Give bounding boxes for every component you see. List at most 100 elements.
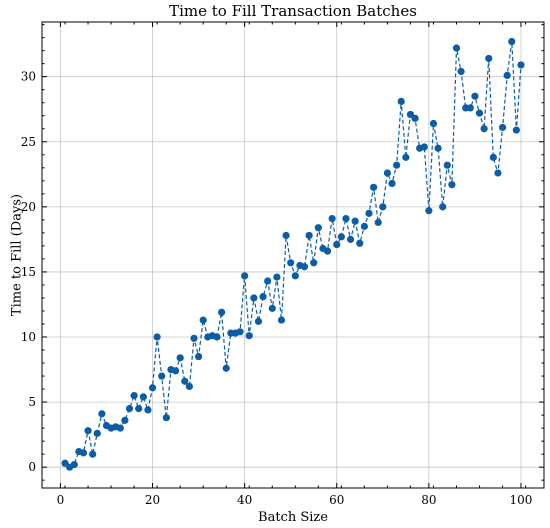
data-point	[259, 293, 267, 301]
data-point	[222, 364, 230, 372]
data-point	[323, 247, 332, 255]
data-point	[268, 304, 276, 312]
data-point	[153, 333, 161, 341]
data-point	[402, 153, 410, 161]
data-point	[411, 114, 419, 122]
x-tick-label: 60	[329, 493, 344, 507]
data-point	[287, 259, 295, 267]
data-point	[218, 308, 226, 316]
y-axis-label: Time to Fill (Days)	[10, 194, 25, 316]
data-point	[291, 272, 299, 280]
data-point	[434, 144, 442, 152]
series-line	[64, 41, 522, 468]
data-point	[351, 217, 359, 225]
plot-frame	[41, 21, 545, 489]
data-point	[388, 179, 396, 188]
data-point	[89, 450, 97, 458]
data-point	[236, 328, 244, 336]
data-point	[508, 37, 516, 46]
data-point	[300, 263, 309, 271]
data-point	[498, 123, 507, 132]
data-point	[273, 273, 281, 281]
data-point	[305, 231, 313, 240]
x-tick-label: 80	[421, 493, 436, 507]
data-point	[93, 429, 101, 437]
data-point	[425, 207, 433, 215]
data-point	[457, 67, 465, 76]
data-point	[485, 54, 493, 63]
data-point	[199, 316, 207, 324]
data-point	[466, 104, 474, 112]
data-point	[452, 44, 461, 52]
data-point	[383, 169, 392, 177]
data-point	[397, 97, 405, 106]
data-point	[162, 414, 170, 422]
x-tick-label: 20	[145, 493, 160, 507]
data-point	[517, 61, 525, 69]
data-point	[264, 277, 272, 285]
data-point	[139, 393, 147, 401]
data-point	[346, 235, 355, 243]
ticks: 0 20 40 60 80 100 0 5 10 15 20 25 30	[21, 22, 544, 507]
data-point	[314, 224, 322, 232]
data-point	[471, 92, 479, 100]
data-point	[148, 384, 157, 392]
data-point	[254, 317, 263, 325]
data-point	[84, 427, 92, 435]
data-point	[116, 424, 124, 432]
data-point	[494, 169, 502, 177]
data-point	[194, 352, 203, 361]
data-point	[185, 382, 193, 391]
data-point	[125, 404, 134, 413]
data-point	[448, 181, 456, 189]
data-point	[393, 161, 401, 169]
x-tick-label: 0	[57, 493, 65, 507]
data-point	[181, 377, 189, 385]
data-point	[475, 109, 484, 117]
data-point	[356, 239, 364, 247]
data-point	[70, 460, 78, 469]
data-point	[135, 404, 143, 413]
data-point	[245, 332, 253, 340]
data-point	[360, 222, 368, 230]
data-point	[158, 372, 166, 380]
y-tick-label: 5	[28, 395, 36, 409]
grid	[42, 22, 544, 488]
data-point	[429, 119, 438, 128]
data-point	[337, 233, 345, 241]
data-point	[420, 143, 428, 151]
data-point	[277, 316, 286, 324]
data-point	[369, 183, 378, 191]
data-point	[503, 71, 511, 79]
data-point	[439, 203, 447, 211]
data-point	[190, 334, 198, 342]
chart-title: Time to Fill Transaction Batches	[169, 2, 417, 20]
data-point	[374, 218, 382, 227]
data-point	[176, 354, 184, 362]
series	[61, 37, 525, 471]
data-point	[250, 294, 258, 302]
data-point	[379, 203, 387, 211]
data-point	[213, 333, 221, 341]
y-tick-label: 10	[21, 330, 36, 344]
data-point	[121, 416, 129, 424]
y-tick-label: 0	[28, 460, 36, 474]
data-point	[342, 214, 350, 223]
data-point	[365, 209, 373, 217]
data-point	[333, 240, 341, 249]
data-point	[310, 259, 318, 267]
y-tick-label: 30	[21, 70, 36, 84]
data-point	[328, 214, 336, 223]
x-axis-label: Batch Size	[258, 510, 328, 525]
y-tick-label: 20	[21, 200, 36, 214]
y-tick-label: 25	[21, 135, 36, 149]
y-tick-label: 15	[21, 265, 36, 279]
x-tick-label: 100	[510, 493, 533, 507]
data-point	[98, 410, 106, 418]
data-point	[144, 406, 152, 414]
data-point	[171, 367, 180, 375]
data-point	[282, 231, 290, 240]
x-tick-label: 40	[237, 493, 252, 507]
data-point	[512, 126, 520, 134]
